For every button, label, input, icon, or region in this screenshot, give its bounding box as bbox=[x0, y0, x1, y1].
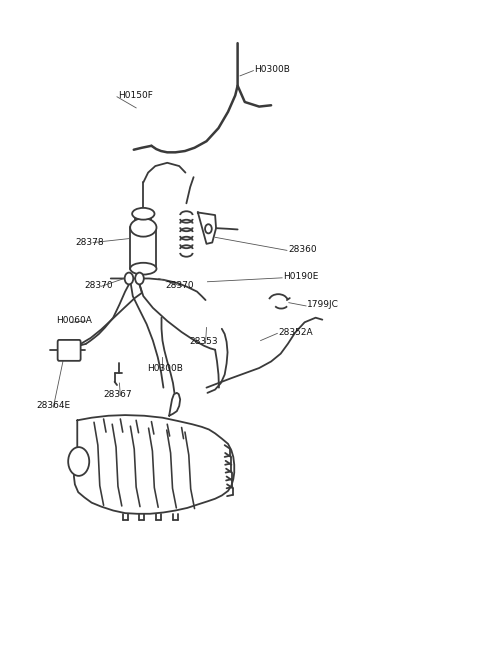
Text: 28364E: 28364E bbox=[36, 402, 71, 411]
Polygon shape bbox=[198, 212, 216, 244]
Text: H0300B: H0300B bbox=[254, 65, 290, 74]
Text: 28353: 28353 bbox=[190, 337, 218, 346]
FancyBboxPatch shape bbox=[58, 340, 81, 361]
Text: 28360: 28360 bbox=[288, 244, 316, 253]
Text: H0060A: H0060A bbox=[56, 316, 92, 326]
Text: 28370: 28370 bbox=[166, 280, 194, 290]
Circle shape bbox=[68, 447, 89, 476]
Polygon shape bbox=[74, 415, 234, 514]
Circle shape bbox=[135, 272, 144, 284]
Text: H0190E: H0190E bbox=[283, 272, 318, 281]
Ellipse shape bbox=[132, 208, 155, 219]
Text: H0150F: H0150F bbox=[118, 91, 153, 100]
Text: 28367: 28367 bbox=[104, 390, 132, 399]
Text: 1799JC: 1799JC bbox=[307, 300, 339, 309]
Text: H0300B: H0300B bbox=[147, 364, 182, 373]
Text: 28378: 28378 bbox=[75, 238, 104, 247]
Circle shape bbox=[205, 224, 212, 233]
Text: 28352A: 28352A bbox=[278, 328, 313, 337]
Circle shape bbox=[125, 272, 133, 284]
Ellipse shape bbox=[130, 218, 156, 236]
Text: 28370: 28370 bbox=[84, 280, 113, 290]
Ellipse shape bbox=[130, 263, 156, 274]
